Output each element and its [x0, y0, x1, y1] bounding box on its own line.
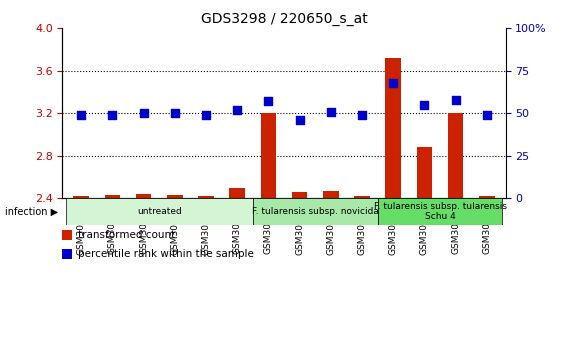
- Text: transformed count: transformed count: [78, 230, 176, 240]
- Point: [420, 102, 429, 108]
- Point: [170, 110, 179, 116]
- Bar: [229, 188, 245, 198]
- Point: [326, 109, 335, 114]
- Bar: [378, 198, 503, 225]
- Text: F. tularensis subsp. tularensis
Schu 4: F. tularensis subsp. tularensis Schu 4: [374, 202, 507, 221]
- Bar: [261, 113, 276, 198]
- Title: GDS3298 / 220650_s_at: GDS3298 / 220650_s_at: [201, 12, 367, 26]
- Bar: [62, 230, 72, 240]
- Bar: [416, 147, 432, 198]
- Text: untreated: untreated: [137, 207, 182, 216]
- Point: [108, 112, 117, 118]
- Bar: [479, 196, 495, 198]
- Bar: [62, 249, 72, 259]
- Point: [482, 112, 491, 118]
- Bar: [323, 191, 339, 198]
- Bar: [354, 196, 370, 198]
- Point: [389, 80, 398, 86]
- Point: [264, 98, 273, 104]
- Point: [202, 112, 211, 118]
- Bar: [73, 196, 89, 198]
- Point: [295, 117, 304, 123]
- Point: [451, 97, 460, 103]
- Bar: [448, 113, 463, 198]
- Point: [233, 107, 242, 113]
- Point: [357, 112, 366, 118]
- Text: infection ▶: infection ▶: [5, 206, 58, 217]
- Point: [77, 112, 86, 118]
- Bar: [136, 194, 152, 198]
- Bar: [167, 195, 182, 198]
- Bar: [198, 196, 214, 198]
- Bar: [292, 192, 307, 198]
- Point: [139, 110, 148, 116]
- Bar: [386, 58, 401, 198]
- Bar: [253, 198, 378, 225]
- Text: F. tularensis subsp. novicida: F. tularensis subsp. novicida: [252, 207, 379, 216]
- Text: percentile rank within the sample: percentile rank within the sample: [78, 249, 254, 259]
- Bar: [105, 195, 120, 198]
- Bar: [65, 198, 253, 225]
